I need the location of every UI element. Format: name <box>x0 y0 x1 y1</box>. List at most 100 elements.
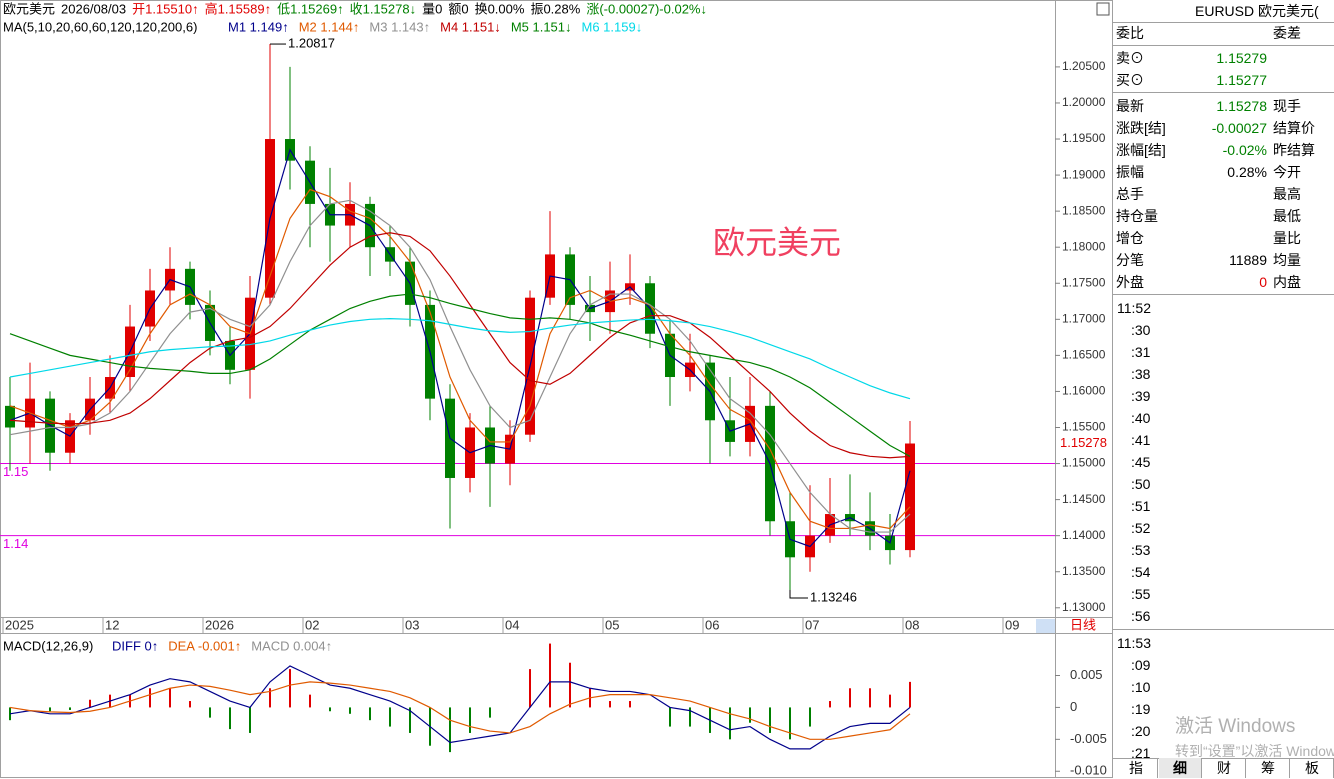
tick-time: :19 <box>1131 701 1151 717</box>
quote-value: 0 <box>1259 274 1267 290</box>
x-tick-label: 07 <box>805 617 819 632</box>
x-tick-label: 02 <box>305 617 319 632</box>
quote-label: 均量 <box>1273 252 1301 268</box>
x-tick-label: 04 <box>505 617 519 632</box>
y-tick-label: 1.17500 <box>1062 275 1106 289</box>
period[interactable]: 日线 <box>1070 617 1096 632</box>
tick-time: 11:52 <box>1117 300 1151 316</box>
panel-toggle[interactable] <box>1096 2 1110 16</box>
tab[interactable]: 筹 <box>1247 758 1290 778</box>
tick-time: :51 <box>1131 498 1151 514</box>
tick-time: :45 <box>1131 454 1151 470</box>
y-tick-label: 1.14000 <box>1062 528 1106 542</box>
tick-time: :38 <box>1131 366 1151 382</box>
tick-time: :21 <box>1131 745 1151 761</box>
quote-label: 卖⊙ <box>1116 50 1144 66</box>
ma-line <box>9 148 911 548</box>
separator <box>1113 92 1334 93</box>
quote-label: 现手 <box>1273 98 1301 114</box>
y-tick-label: 1.20500 <box>1062 59 1106 73</box>
quote-label: 买⊙ <box>1116 72 1144 88</box>
separator <box>1113 758 1334 759</box>
ma-title: MA(5,10,20,60,60,120,120,200,6) <box>3 19 197 34</box>
quote-label: 涨幅[结] <box>1116 142 1166 158</box>
legend-entry: M2 1.144↑ <box>299 19 360 34</box>
quote-label: 内盘 <box>1273 274 1301 290</box>
y-tick-label: 1.13000 <box>1062 600 1106 614</box>
tick-time: :31 <box>1131 344 1151 360</box>
legend-entry: M6 1.159↓ <box>582 19 643 34</box>
x-tick-label: 12 <box>105 617 119 632</box>
y-tick-label: -0.005 <box>1070 731 1107 746</box>
candle-body <box>5 405 15 428</box>
quote-label: 昨结算 <box>1273 142 1315 158</box>
tab[interactable]: 财 <box>1203 758 1246 778</box>
tick-time: 11:53 <box>1117 635 1151 651</box>
y-tick-label: -0.010 <box>1070 763 1107 778</box>
quote-label: 分笔 <box>1116 252 1144 268</box>
legend-entry: DIFF 0↑ <box>112 638 158 653</box>
x-tick-label: 06 <box>705 617 719 632</box>
annotation-leader <box>789 590 808 599</box>
y-tick-label: 1.16000 <box>1062 384 1106 398</box>
legend-entry: M3 1.143↑ <box>369 19 430 34</box>
quote-label: 今开 <box>1273 164 1301 180</box>
header-item: 高1.15589↑ <box>205 1 272 16</box>
quote-label: 振幅 <box>1116 164 1144 180</box>
ma-line <box>9 317 911 400</box>
header-item: 低1.15269↑ <box>277 1 344 16</box>
chart-area: 日线 欧元美元 MA(5,10,20,60,60,120,120,200,6) … <box>0 0 1113 778</box>
tick-time: :54 <box>1131 564 1151 580</box>
tick-time: :56 <box>1131 608 1151 624</box>
y-tick-label: 1.15000 <box>1062 456 1106 470</box>
legend-entry: DEA -0.001↑ <box>168 638 241 653</box>
y-tick-label: 1.15500 <box>1062 420 1106 434</box>
scroll-box[interactable] <box>1036 619 1055 633</box>
tick-time: :53 <box>1131 542 1151 558</box>
tick-time: :40 <box>1131 410 1151 426</box>
tab[interactable]: 指 <box>1115 758 1158 778</box>
tab[interactable]: 板 <box>1291 758 1334 778</box>
x-tick-label: 2025 <box>5 617 34 632</box>
y-tick-label: 0 <box>1070 699 1077 714</box>
quote-value: 1.15279 <box>1216 50 1267 66</box>
tab[interactable]: 细 <box>1159 758 1202 778</box>
y-tick-label: 1.18500 <box>1062 203 1106 217</box>
y-tick-label: 1.18000 <box>1062 239 1106 253</box>
quote-label: 最新 <box>1116 98 1144 114</box>
header-item: 2026/08/03 <box>61 1 126 16</box>
tick-time: :09 <box>1131 657 1151 673</box>
separator <box>1113 45 1334 46</box>
quote-label: 增仓 <box>1116 230 1144 246</box>
header-item: 量0 <box>422 1 442 16</box>
tick-time: :41 <box>1131 432 1151 448</box>
header-item: 收1.15278↓ <box>350 1 417 16</box>
x-tick-label: 2026 <box>205 617 234 632</box>
legend-entry: M5 1.151↓ <box>511 19 572 34</box>
quote-label: 结算价 <box>1273 120 1315 136</box>
last-price: 1.15278 <box>1060 435 1107 450</box>
x-tick-label: 05 <box>605 617 619 632</box>
ma-line <box>9 188 911 530</box>
candle-body <box>905 443 915 551</box>
quote-label: 外盘 <box>1116 274 1144 290</box>
tick-time: :50 <box>1131 476 1151 492</box>
y-tick-label: 1.13500 <box>1062 564 1106 578</box>
legend-entry: MACD 0.004↑ <box>251 638 332 653</box>
y-tick-label: 0.005 <box>1070 667 1103 682</box>
quote-label: 涨跌[结] <box>1116 120 1166 136</box>
annotation: 1.13246 <box>810 589 857 604</box>
header-item: 振0.28% <box>530 1 580 16</box>
quote-label: 总手 <box>1116 186 1144 202</box>
tick-time: :55 <box>1131 586 1151 602</box>
ma-line <box>9 232 911 459</box>
y-tick-label: 1.16500 <box>1062 348 1106 362</box>
legend-entry: M4 1.151↓ <box>440 19 501 34</box>
x-tick-label: 03 <box>405 617 419 632</box>
tick-time: :10 <box>1131 679 1151 695</box>
os-watermark: 转到“设置”以激活 Windows <box>1175 743 1334 759</box>
header-item: 额0 <box>448 1 468 16</box>
separator <box>1113 294 1334 295</box>
annotation: 1.20817 <box>288 35 335 50</box>
